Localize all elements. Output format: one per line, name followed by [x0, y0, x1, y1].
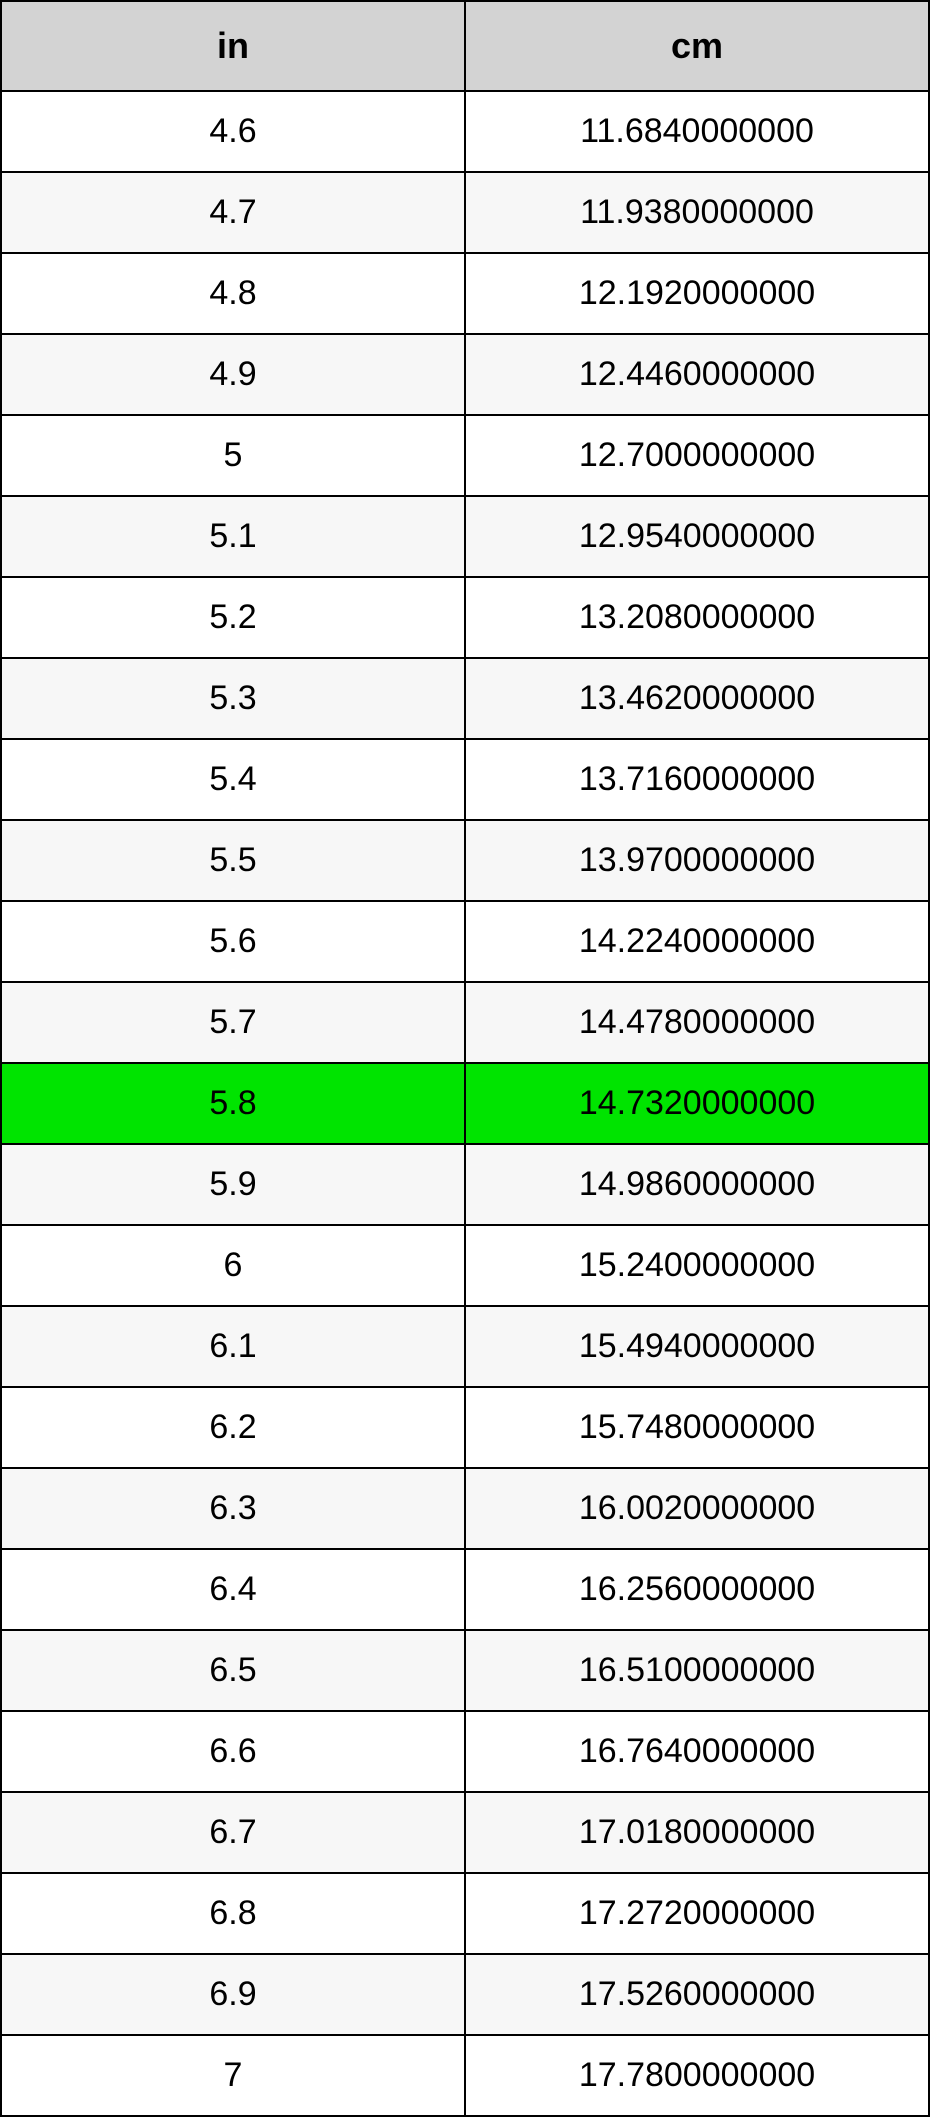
table-row: 512.7000000000 [1, 415, 929, 496]
cell-in: 5.8 [1, 1063, 465, 1144]
cell-in: 5.7 [1, 982, 465, 1063]
table-row: 6.416.2560000000 [1, 1549, 929, 1630]
cell-in: 6.4 [1, 1549, 465, 1630]
cell-cm: 17.5260000000 [465, 1954, 929, 2035]
cell-cm: 12.1920000000 [465, 253, 929, 334]
table-row: 5.614.2240000000 [1, 901, 929, 982]
cell-cm: 16.0020000000 [465, 1468, 929, 1549]
cell-cm: 13.9700000000 [465, 820, 929, 901]
cell-in: 7 [1, 2035, 465, 2116]
table-row: 717.7800000000 [1, 2035, 929, 2116]
cell-in: 5.4 [1, 739, 465, 820]
table-row: 5.413.7160000000 [1, 739, 929, 820]
table-row: 4.812.1920000000 [1, 253, 929, 334]
cell-cm: 16.2560000000 [465, 1549, 929, 1630]
table-row: 4.611.6840000000 [1, 91, 929, 172]
cell-in: 6.3 [1, 1468, 465, 1549]
cell-cm: 11.6840000000 [465, 91, 929, 172]
cell-cm: 14.2240000000 [465, 901, 929, 982]
table-row: 6.817.2720000000 [1, 1873, 929, 1954]
table-row: 6.215.7480000000 [1, 1387, 929, 1468]
cell-cm: 12.9540000000 [465, 496, 929, 577]
cell-cm: 13.2080000000 [465, 577, 929, 658]
cell-in: 5 [1, 415, 465, 496]
table-row: 5.513.9700000000 [1, 820, 929, 901]
table-row: 615.2400000000 [1, 1225, 929, 1306]
table-row: 4.711.9380000000 [1, 172, 929, 253]
cell-in: 5.2 [1, 577, 465, 658]
cell-cm: 14.7320000000 [465, 1063, 929, 1144]
cell-cm: 15.7480000000 [465, 1387, 929, 1468]
cell-cm: 14.9860000000 [465, 1144, 929, 1225]
table-header-row: in cm [1, 1, 929, 91]
cell-cm: 11.9380000000 [465, 172, 929, 253]
table-row: 4.912.4460000000 [1, 334, 929, 415]
cell-cm: 16.7640000000 [465, 1711, 929, 1792]
cell-cm: 15.4940000000 [465, 1306, 929, 1387]
cell-in: 5.9 [1, 1144, 465, 1225]
conversion-table: in cm 4.611.6840000000 4.711.9380000000 … [0, 0, 930, 2117]
table-body: 4.611.6840000000 4.711.9380000000 4.812.… [1, 91, 929, 2116]
cell-in: 6.8 [1, 1873, 465, 1954]
table-row: 6.316.0020000000 [1, 1468, 929, 1549]
cell-cm: 12.4460000000 [465, 334, 929, 415]
cell-in: 5.6 [1, 901, 465, 982]
column-header-cm: cm [465, 1, 929, 91]
cell-cm: 13.4620000000 [465, 658, 929, 739]
cell-cm: 16.5100000000 [465, 1630, 929, 1711]
table-row: 6.717.0180000000 [1, 1792, 929, 1873]
cell-in: 6.2 [1, 1387, 465, 1468]
cell-in: 6 [1, 1225, 465, 1306]
cell-cm: 17.7800000000 [465, 2035, 929, 2116]
cell-in: 6.5 [1, 1630, 465, 1711]
cell-in: 5.1 [1, 496, 465, 577]
cell-cm: 17.0180000000 [465, 1792, 929, 1873]
cell-in: 5.5 [1, 820, 465, 901]
cell-cm: 13.7160000000 [465, 739, 929, 820]
cell-cm: 14.4780000000 [465, 982, 929, 1063]
cell-in: 6.1 [1, 1306, 465, 1387]
cell-in: 6.9 [1, 1954, 465, 2035]
cell-in: 6.6 [1, 1711, 465, 1792]
cell-cm: 17.2720000000 [465, 1873, 929, 1954]
table-row: 6.616.7640000000 [1, 1711, 929, 1792]
table-row: 5.714.4780000000 [1, 982, 929, 1063]
table-row: 5.112.9540000000 [1, 496, 929, 577]
column-header-in: in [1, 1, 465, 91]
cell-cm: 12.7000000000 [465, 415, 929, 496]
cell-in: 5.3 [1, 658, 465, 739]
table-row: 6.516.5100000000 [1, 1630, 929, 1711]
table-row: 6.115.4940000000 [1, 1306, 929, 1387]
cell-cm: 15.2400000000 [465, 1225, 929, 1306]
cell-in: 6.7 [1, 1792, 465, 1873]
cell-in: 4.6 [1, 91, 465, 172]
table-row: 5.213.2080000000 [1, 577, 929, 658]
table-row: 5.313.4620000000 [1, 658, 929, 739]
table-row: 5.914.9860000000 [1, 1144, 929, 1225]
cell-in: 4.7 [1, 172, 465, 253]
table-row: 6.917.5260000000 [1, 1954, 929, 2035]
cell-in: 4.8 [1, 253, 465, 334]
cell-in: 4.9 [1, 334, 465, 415]
table-row-highlighted: 5.814.7320000000 [1, 1063, 929, 1144]
